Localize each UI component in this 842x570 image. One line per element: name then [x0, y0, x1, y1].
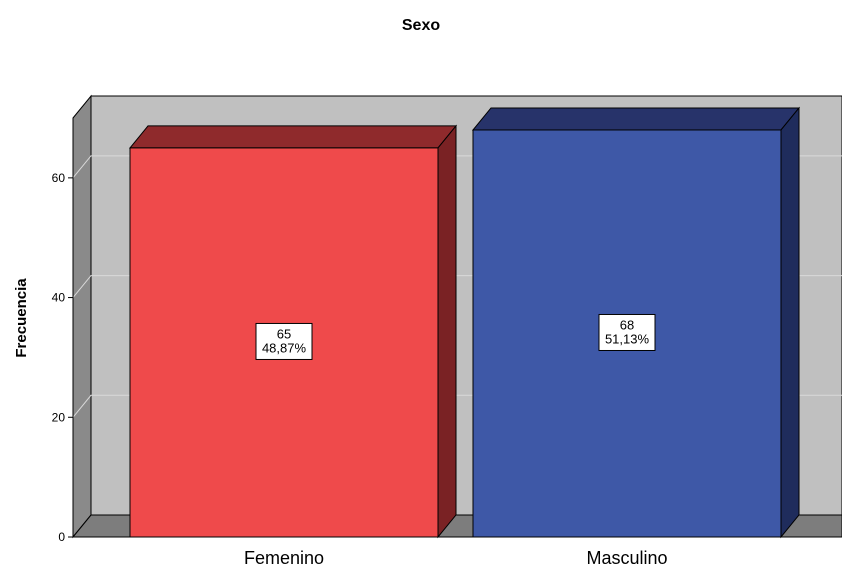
data-label-count: 65 — [277, 326, 291, 341]
y-tick-label: 0 — [58, 530, 65, 544]
bar-side-face — [437, 124, 457, 539]
left-wall — [72, 94, 92, 539]
y-tick-label: 60 — [52, 171, 66, 185]
y-axis: 0 20 40 60 — [52, 118, 74, 544]
bar-side-face — [780, 106, 800, 539]
data-label-box — [255, 322, 313, 360]
x-axis: Femenino Masculino — [244, 548, 668, 568]
y-tick-label: 40 — [52, 291, 66, 305]
chart-title: Sexo — [402, 17, 440, 34]
y-axis-label: Frecuencia — [13, 278, 30, 358]
data-label-percent: 51,13% — [605, 331, 650, 346]
x-tick-label: Femenino — [244, 548, 324, 568]
data-label-count: 68 — [620, 317, 634, 332]
bar-top-face — [471, 107, 801, 131]
x-tick-label: Masculino — [586, 548, 667, 568]
y-tick-label: 20 — [52, 410, 66, 424]
data-label-box — [598, 313, 656, 351]
bar-top-face — [128, 125, 458, 149]
data-label-percent: 48,87% — [262, 340, 307, 355]
